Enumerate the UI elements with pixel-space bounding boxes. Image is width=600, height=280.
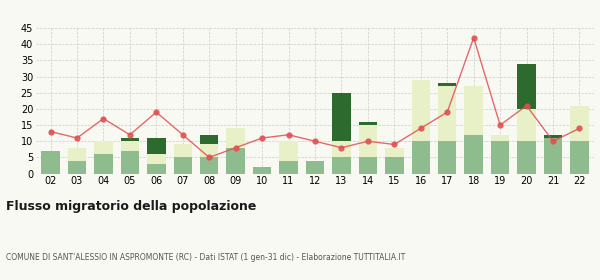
Bar (359, 125, 377, 157)
Bar (94, 154, 113, 174)
Bar (253, 167, 271, 174)
Bar (385, 157, 404, 174)
Bar (570, 141, 589, 174)
Bar (173, 144, 192, 157)
Bar (200, 157, 218, 174)
Bar (121, 141, 139, 151)
Bar (438, 141, 457, 174)
Bar (68, 148, 86, 161)
Bar (412, 80, 430, 141)
Bar (491, 135, 509, 141)
Bar (121, 138, 139, 141)
Bar (385, 148, 404, 157)
Bar (332, 141, 351, 157)
Bar (226, 148, 245, 174)
Bar (464, 86, 483, 135)
Bar (517, 141, 536, 174)
Bar (173, 157, 192, 174)
Bar (544, 135, 562, 138)
Bar (438, 83, 457, 86)
Bar (147, 164, 166, 174)
Bar (359, 122, 377, 125)
Bar (438, 86, 457, 141)
Bar (359, 157, 377, 174)
Bar (306, 161, 324, 174)
Bar (121, 151, 139, 174)
Bar (147, 154, 166, 164)
Bar (279, 161, 298, 174)
Bar (517, 109, 536, 141)
Bar (332, 93, 351, 141)
Bar (491, 141, 509, 174)
Bar (332, 157, 351, 174)
Bar (544, 138, 562, 174)
Bar (147, 138, 166, 154)
Bar (200, 144, 218, 157)
Bar (226, 128, 245, 148)
Bar (68, 161, 86, 174)
Text: COMUNE DI SANT'ALESSIO IN ASPROMONTE (RC) - Dati ISTAT (1 gen-31 dic) - Elaboraz: COMUNE DI SANT'ALESSIO IN ASPROMONTE (RC… (6, 253, 405, 262)
Text: Flusso migratorio della popolazione: Flusso migratorio della popolazione (6, 200, 256, 213)
Bar (41, 151, 60, 174)
Bar (517, 64, 536, 109)
Bar (412, 141, 430, 174)
Bar (94, 141, 113, 154)
Bar (464, 135, 483, 174)
Bar (570, 106, 589, 141)
Bar (279, 141, 298, 161)
Bar (200, 135, 218, 144)
